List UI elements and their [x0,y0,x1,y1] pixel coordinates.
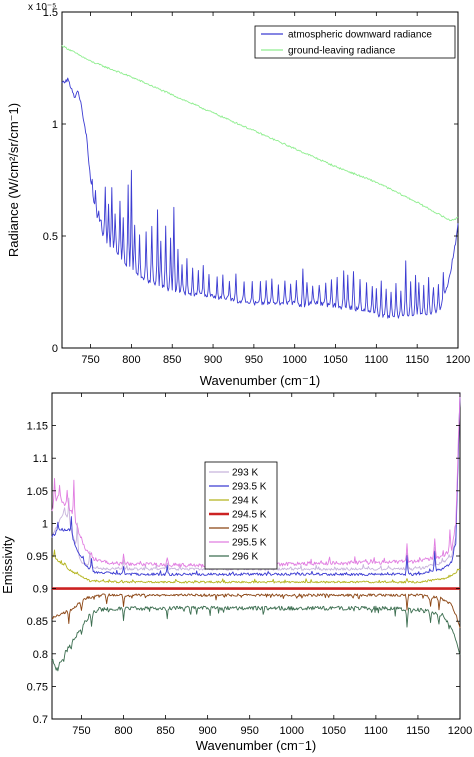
radiance-x-tick-label: 1000 [282,354,306,366]
emissivity-y-tick-label: 0.85 [27,616,48,628]
radiance-x-tick-label: 750 [81,354,99,366]
emissivity-legend-label-295: 295 K [232,524,258,535]
emissivity-legend-label-294-5: 294.5 K [232,510,267,521]
radiance-x-tick-label: 800 [122,354,140,366]
emissivity-legend: 293 K 293.5 K 294 K 294.5 K 295 K 295.5 … [204,461,278,570]
radiance-legend: atmospheric downward radiance ground-lea… [254,25,456,59]
emissivity-x-tick-label: 750 [72,725,90,737]
emissivity-x-axis-label: Wavenumber (cm⁻1) [196,738,317,753]
radiance-chart: 750 800 850 900 950 1000 1050 1100 1150 1200 0 0.5 1… [6,2,470,388]
emissivity-series-294-k [51,549,461,584]
emissivity-x-tick-label: 1200 [448,725,472,737]
radiance-legend-box [254,25,456,59]
radiance-legend-label-downward: atmospheric downward radiance [288,30,432,41]
emissivity-y-tick-label: 0.9 [33,584,48,596]
emissivity-legend-label-295-5: 295.5 K [232,538,267,549]
radiance-x-tick-label: 900 [204,354,222,366]
emissivity-series-293-5-k [51,392,461,577]
emissivity-x-tick-label: 900 [198,725,216,737]
radiance-x-tick-label: 1150 [405,354,429,366]
emissivity-y-tick-label: 0.8 [33,649,48,661]
emissivity-y-tick-label: 1.1 [33,453,48,465]
emissivity-series-296-k [51,605,461,672]
emissivity-legend-label-294: 294 K [232,496,258,507]
radiance-x-tick-label: 1100 [365,354,389,366]
radiance-y-tick-label: 0 [52,343,58,355]
radiance-y-multiplier: x 10⁻⁵ [28,2,56,13]
radiance-series-ground-leaving-radiance [61,44,459,222]
radiance-x-axis-label: Wavenumber (cm⁻1) [200,373,321,388]
emissivity-chart: 750 800 850 900 950 1000 1050 1100 1150 1200 0.7 0.… [0,392,472,753]
emissivity-y-tick-label: 0.75 [27,681,48,693]
emissivity-y-tick-label: 1 [42,518,48,530]
radiance-y-tick-label: 1 [52,119,58,131]
radiance-x-tick-label: 950 [245,354,263,366]
radiance-ticks: 750 800 850 900 950 1000 1050 1100 1150 1200 0 0.5 1… [43,7,471,366]
emissivity-legend-label-293-5: 293.5 K [232,482,267,493]
emissivity-x-tick-label: 1150 [406,725,430,737]
radiance-y-tick-label: 1.5 [43,7,58,19]
emissivity-x-tick-label: 950 [241,725,259,737]
emissivity-y-tick-label: 1.15 [27,421,48,433]
emissivity-x-tick-label: 800 [114,725,132,737]
emissivity-legend-label-296: 296 K [232,552,258,563]
radiance-x-tick-label: 1200 [446,354,470,366]
emissivity-x-tick-label: 1000 [280,725,304,737]
emissivity-x-tick-label: 1050 [322,725,346,737]
emissivity-ticks: 750 800 850 900 950 1000 1050 1100 1150 1200 0.7 0.… [27,393,472,737]
radiance-x-tick-label: 850 [163,354,181,366]
radiance-legend-label-ground: ground-leaving radiance [288,46,396,57]
radiance-series-group [61,44,459,319]
emissivity-x-tick-label: 850 [156,725,174,737]
emissivity-y-tick-label: 1.05 [27,486,48,498]
radiance-y-axis-label: Radiance (W/cm²/sr/cm⁻1) [6,103,21,257]
emissivity-y-tick-label: 0.95 [27,551,48,563]
radiance-series-atmospheric-downward-radiance [61,77,459,319]
emissivity-y-tick-label: 0.7 [33,714,48,726]
emissivity-legend-label-293: 293 K [232,468,258,479]
emissivity-legend-box [204,461,278,570]
radiance-x-tick-label: 1050 [323,354,347,366]
emissivity-y-axis-label: Emissivity [0,536,15,594]
emissivity-x-tick-label: 1100 [364,725,388,737]
emissivity-series-295-k [52,593,461,629]
radiance-y-tick-label: 0.5 [43,231,58,243]
